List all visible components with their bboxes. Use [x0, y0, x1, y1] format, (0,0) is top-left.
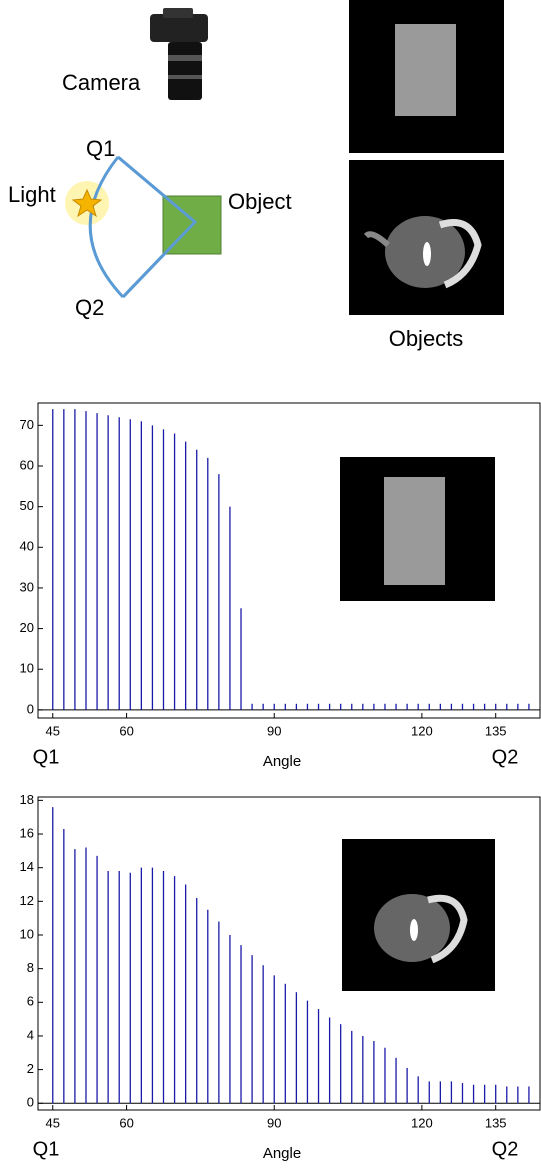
start-label: Q1 [33, 746, 60, 768]
y-tick-label: 60 [20, 457, 34, 472]
y-tick-label: 8 [27, 960, 34, 975]
end-label: Q2 [492, 746, 519, 768]
y-tick-label: 0 [27, 701, 34, 716]
x-tick-label: 135 [485, 723, 507, 738]
y-tick-label: 50 [20, 498, 34, 513]
x-tick-label: 120 [411, 723, 433, 738]
x-tick-label: 120 [411, 1115, 433, 1130]
x-tick-label: 60 [119, 723, 133, 738]
y-tick-label: 6 [27, 994, 34, 1009]
x-axis-label: Angle [263, 753, 301, 770]
y-tick-label: 2 [27, 1061, 34, 1076]
camera-label: Camera [62, 70, 141, 95]
q2-label: Q2 [75, 295, 104, 320]
y-tick-label: 4 [27, 1027, 34, 1042]
y-tick-label: 30 [20, 579, 34, 594]
light-arc [88, 156, 125, 299]
objects-caption: Objects [389, 326, 464, 351]
y-tick-label: 70 [20, 417, 34, 432]
y-tick-label: 20 [20, 620, 34, 635]
light-star [71, 188, 103, 218]
box-object [395, 24, 456, 116]
x-tick-label: 90 [267, 723, 281, 738]
inset-box-object [384, 477, 445, 585]
teapot [363, 216, 482, 289]
y-tick-label: 16 [20, 825, 34, 840]
y-tick-label: 12 [20, 893, 34, 908]
y-tick-label: 40 [20, 539, 34, 554]
light-rays-top [117, 155, 198, 299]
camera-icon [150, 8, 208, 100]
plot-frame [37, 402, 541, 719]
x-tick-label: 135 [485, 1115, 507, 1130]
object-label: Object [228, 189, 292, 214]
x-tick-label: 60 [119, 1115, 133, 1130]
x-tick-label: 45 [46, 723, 60, 738]
light-label: Light [8, 182, 56, 207]
start-label: Q1 [33, 1138, 60, 1160]
inset-teapot [374, 894, 468, 964]
y-tick-label: 14 [20, 859, 34, 874]
q1-label: Q1 [86, 136, 115, 161]
y-tick-label: 0 [27, 1095, 34, 1110]
x-axis-label: Angle [263, 1145, 301, 1162]
x-tick-label: 90 [267, 1115, 281, 1130]
x-tick-label: 45 [46, 1115, 60, 1130]
y-tick-label: 18 [20, 792, 34, 807]
y-tick-label: 10 [20, 661, 34, 676]
end-label: Q2 [492, 1138, 519, 1160]
plot-frame [37, 796, 541, 1111]
y-tick-label: 10 [20, 926, 34, 941]
